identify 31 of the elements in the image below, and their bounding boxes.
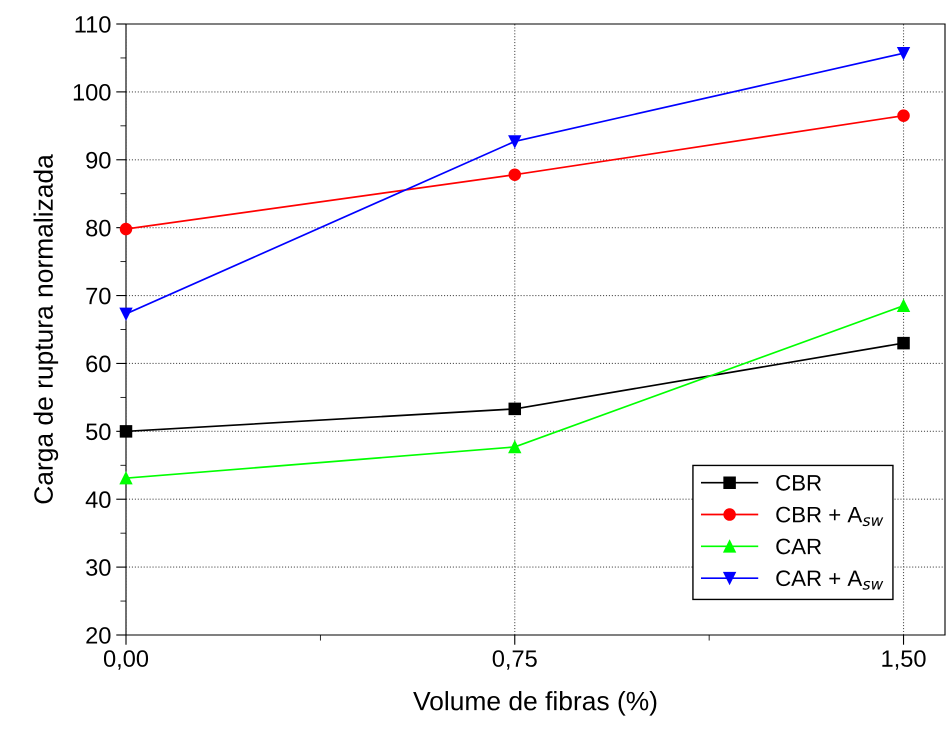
point [897,109,910,122]
point [120,425,132,438]
legend-label: CAR + A$_{sw}$ [776,570,884,590]
point [508,135,522,148]
legend-label: CAR [776,538,822,554]
y-tick-label: 80 [86,220,110,236]
y-tick-label: 40 [86,491,110,508]
point [508,402,522,416]
y-axis-title: Carga de ruptura normalizada [34,154,58,504]
point [897,46,910,60]
y-tick-label: 30 [86,559,110,576]
point [120,222,132,236]
y-tick-label: 100 [74,84,110,101]
legend-label: CBR + A$_{sw}$ [776,506,884,526]
y-tick-label: 20 [86,627,110,644]
legend-label: CBR [776,474,822,491]
x-tick-label: 0,75 [492,650,537,670]
point [897,336,910,350]
point [508,168,522,181]
y-tick-label: 110 [76,16,110,33]
y-tick-label: 70 [86,288,110,304]
x-axis-title: Volume de fibras (%) [413,691,656,716]
y-tick-label: 90 [86,152,110,169]
point [120,472,132,484]
x-tick-label: 0,00 [104,650,148,670]
point [897,299,910,312]
y-tick-label: 50 [86,423,110,440]
y-tick-label: 60 [86,356,110,372]
point [120,308,132,320]
point [508,440,522,454]
x-tick-label: 1,50 [882,650,926,670]
